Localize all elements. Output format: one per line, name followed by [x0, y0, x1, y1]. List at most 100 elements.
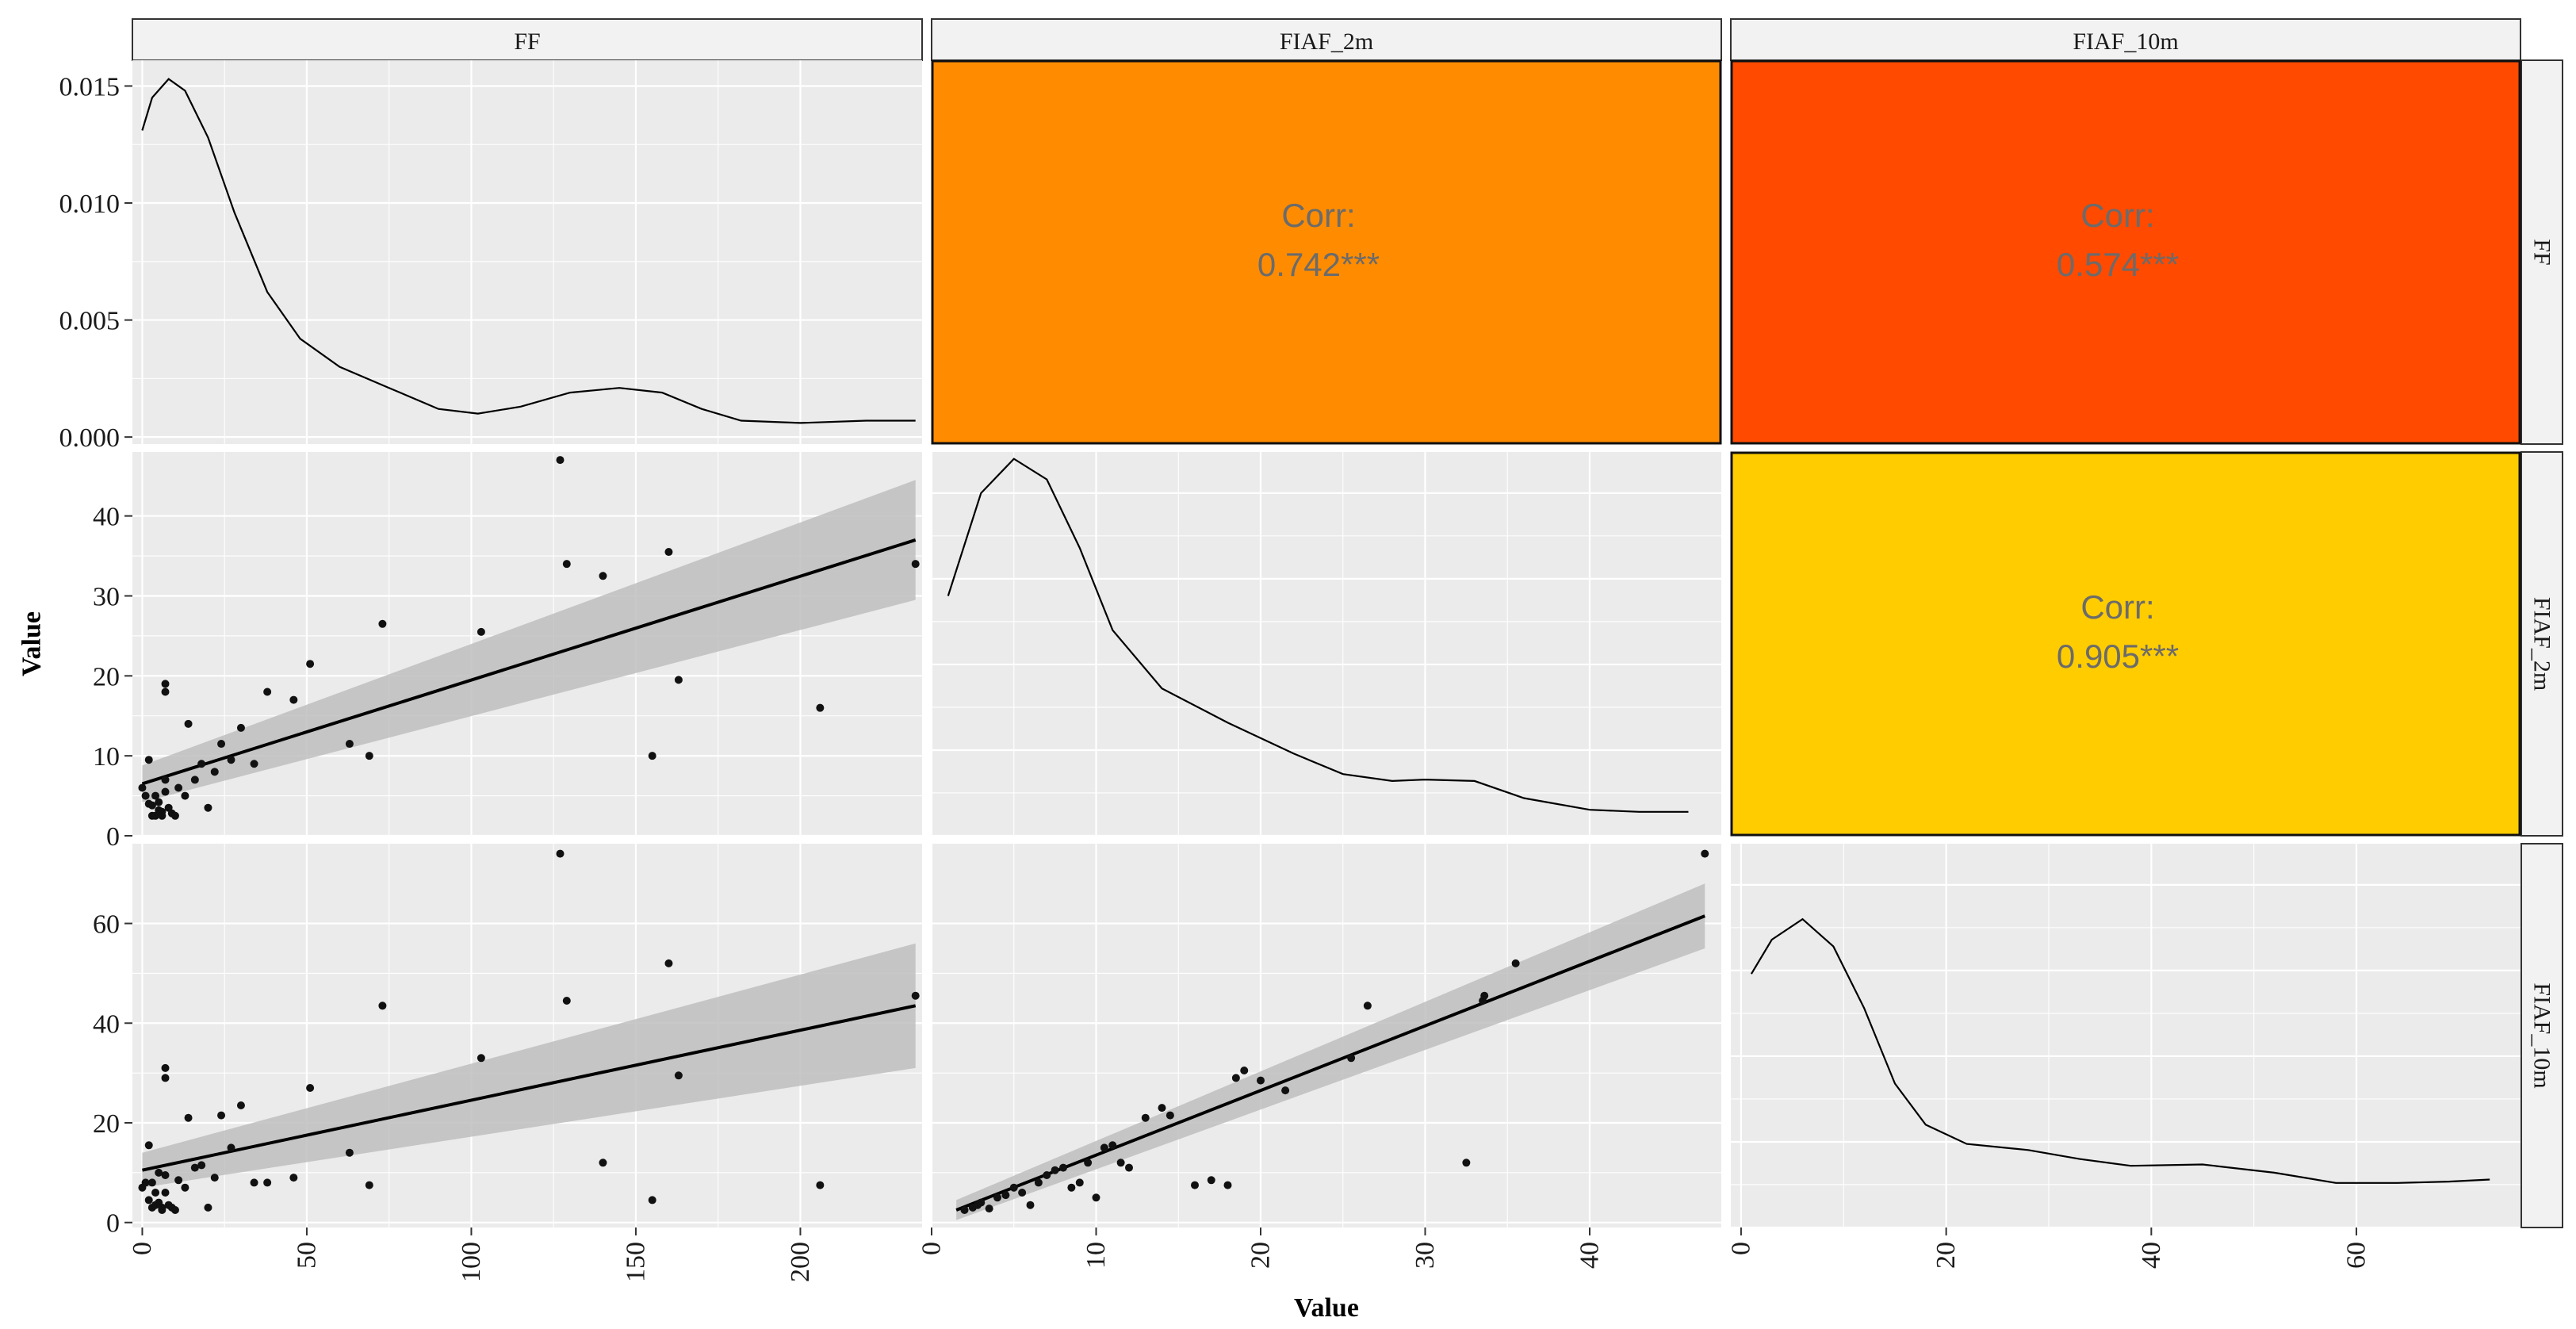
x-tick-label: 200 [786, 1242, 815, 1282]
panel-ff-vs-fiaf-10m-scatter [132, 844, 922, 1228]
right-strip-fiaf-2m-label: FIAF_2m [2529, 597, 2555, 691]
data-point [155, 1168, 163, 1177]
data-point [263, 687, 272, 696]
data-point [250, 760, 258, 768]
data-point [161, 680, 170, 688]
data-point [236, 1101, 245, 1109]
right-strip-fiaf-10m: FIAF_10m [2520, 843, 2563, 1228]
data-point [158, 811, 167, 820]
right-strip-ff-label: FF [2529, 239, 2555, 265]
corr-label: Corr: [1281, 197, 1355, 234]
data-point [210, 1174, 219, 1182]
y-tick-label: 40 [93, 503, 120, 532]
panel-ff-fiaf-2m-corr: Corr: 0.742*** [931, 59, 1722, 445]
data-point [236, 723, 245, 732]
data-point [174, 1176, 183, 1185]
x-tick-label: 50 [292, 1242, 321, 1269]
top-strip-fiaf-2m-label: FIAF_2m [1280, 29, 1373, 55]
data-point [144, 1141, 153, 1150]
data-point [1067, 1183, 1076, 1192]
data-point [664, 959, 673, 967]
data-point [306, 660, 315, 668]
panel-fiaf-2m-vs-fiaf-10m-scatter [930, 844, 1721, 1228]
data-point [1281, 1086, 1290, 1095]
corr-cell-bg [1730, 451, 2521, 837]
top-strip-fiaf-10m: FIAF_10m [1730, 18, 2521, 61]
data-point [1462, 1159, 1471, 1167]
x-tick-label: 40 [1575, 1242, 1605, 1269]
data-point [1347, 1054, 1356, 1063]
data-point [1116, 1159, 1125, 1167]
data-point [147, 1178, 156, 1187]
data-point [562, 560, 571, 569]
data-point [911, 991, 920, 1000]
right-strip-fiaf-2m: FIAF_2m [2520, 451, 2563, 837]
x-tick-label: 20 [1246, 1242, 1276, 1269]
data-point [144, 756, 153, 764]
corr-value: 0.742*** [1257, 246, 1380, 283]
data-point [197, 1161, 206, 1170]
data-point [993, 1193, 1001, 1202]
density-curve-ff [141, 78, 916, 424]
data-point [263, 1178, 272, 1187]
x-axis-title: Value [1294, 1293, 1359, 1323]
y-tick-label: 20 [93, 1109, 120, 1139]
data-point [977, 1198, 986, 1207]
data-point [161, 687, 170, 696]
data-point [378, 1002, 387, 1010]
data-point [184, 719, 193, 728]
data-point [170, 1206, 179, 1214]
data-point [1125, 1163, 1133, 1172]
data-point [151, 791, 160, 800]
y-tick-label: 40 [93, 1009, 120, 1039]
data-point [378, 619, 387, 628]
data-point [138, 783, 147, 792]
y-tick-label: 0.000 [59, 423, 121, 453]
data-point [911, 560, 920, 569]
data-point [556, 849, 565, 858]
data-point [1231, 1074, 1240, 1082]
data-point [1141, 1113, 1150, 1122]
data-point [1166, 1111, 1174, 1120]
data-point [151, 1189, 160, 1197]
x-tick-label: 30 [1410, 1242, 1440, 1269]
data-point [1018, 1189, 1027, 1197]
top-strip-fiaf-10m-label: FIAF_10m [2073, 29, 2178, 55]
fit-line-fiaf-2m-vs-fiaf-10m [955, 914, 1705, 1212]
data-point [174, 783, 183, 792]
data-point [1108, 1141, 1117, 1150]
data-point [161, 1189, 170, 1197]
panel-fiaf-2m-fiaf-10m-corr: Corr: 0.905*** [1730, 451, 2521, 837]
data-point [1191, 1181, 1199, 1189]
y-axis-title: Value [17, 611, 47, 676]
right-strip-fiaf-10m-label: FIAF_10m [2529, 982, 2555, 1088]
corr-label: Corr: [2080, 588, 2154, 626]
data-point [1240, 1067, 1249, 1074]
x-tick-label: 0 [128, 1242, 157, 1255]
data-point [960, 1206, 969, 1214]
corr-value: 0.905*** [2057, 638, 2179, 675]
data-point [562, 997, 571, 1005]
data-point [1026, 1201, 1035, 1209]
data-point [1701, 849, 1709, 858]
y-tick-label: 0.005 [59, 307, 121, 336]
right-strip-ff: FF [2520, 59, 2563, 445]
panel-fiaf-2m-density [930, 452, 1721, 837]
data-point [1051, 1166, 1059, 1174]
y-tick-label: 0.010 [59, 190, 121, 219]
data-point [204, 803, 212, 812]
data-point [161, 776, 170, 784]
data-point [985, 1205, 993, 1213]
corr-cell-bg [931, 59, 1722, 445]
left-axis-ticks: 0.000 0.005 0.010 0.015 0 10 20 30 40 0 20 40 60 [59, 72, 132, 1239]
top-strip-fiaf-2m: FIAF_2m [931, 18, 1722, 61]
data-point [345, 740, 354, 749]
data-point [161, 787, 170, 796]
data-point [181, 1183, 189, 1192]
data-point [170, 811, 179, 820]
data-point [306, 1084, 315, 1092]
panel-ff-density [132, 60, 922, 444]
data-point [1009, 1183, 1018, 1192]
data-point [556, 456, 565, 465]
data-point [190, 1163, 199, 1172]
